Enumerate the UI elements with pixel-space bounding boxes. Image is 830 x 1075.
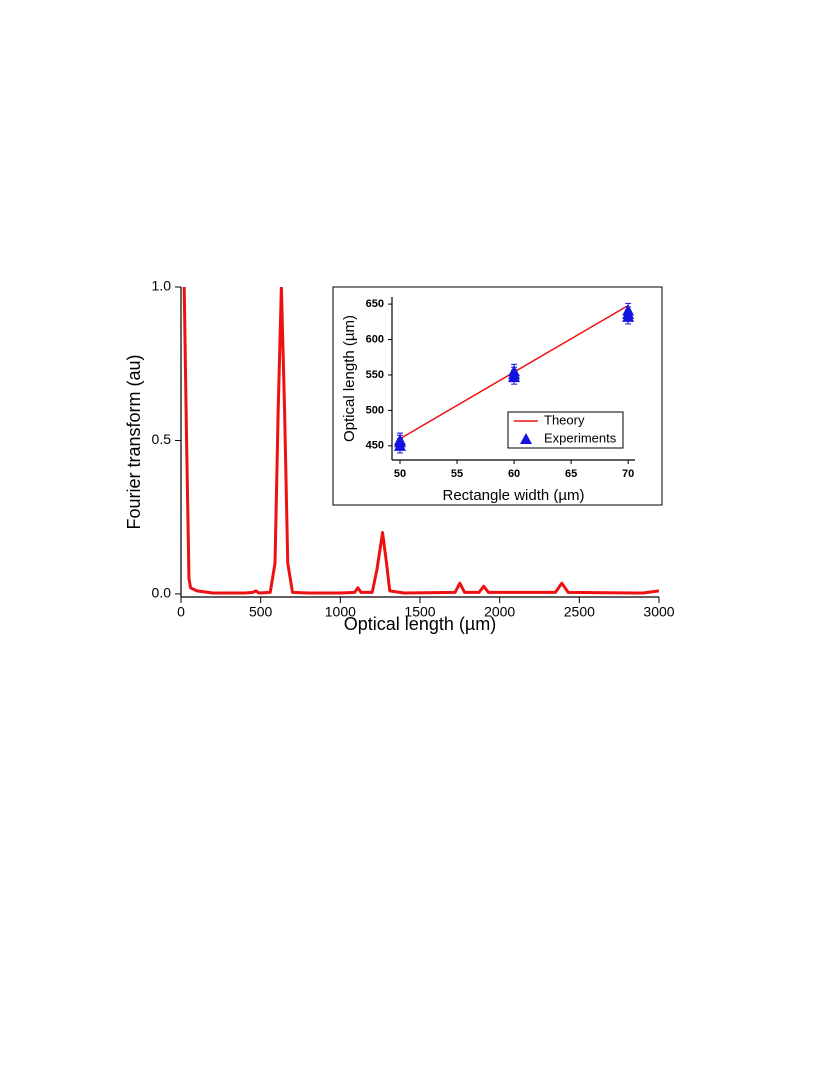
- y-axis-title: Optical length (µm): [341, 315, 358, 442]
- x-tick-label: 2500: [564, 604, 595, 620]
- y-tick-label: 500: [366, 404, 384, 416]
- y-tick-label: 1.0: [152, 278, 172, 294]
- inset-frame: [332, 286, 663, 506]
- y-tick-label: 0.0: [152, 585, 172, 601]
- x-tick-label: 1500: [404, 604, 435, 620]
- x-tick-label: 3000: [643, 604, 674, 620]
- x-tick-label: 0: [177, 604, 185, 620]
- data-point: [508, 365, 521, 377]
- x-tick-label: 2000: [484, 604, 515, 620]
- y-axis-title: Fourier transform (au): [124, 354, 144, 529]
- y-tick-label: 550: [366, 369, 384, 381]
- data-line: [182, 287, 659, 595]
- x-tick-label: 60: [508, 468, 520, 480]
- x-tick-label: 55: [451, 468, 463, 480]
- legend-label: Theory: [544, 412, 585, 427]
- data-point: [393, 434, 406, 446]
- y-tick-label: 650: [366, 298, 384, 310]
- data-point: [622, 304, 635, 316]
- y-tick-label: 450: [366, 440, 384, 452]
- x-axis-title: Rectangle width (µm): [442, 487, 584, 504]
- y-tick-label: 600: [366, 333, 384, 345]
- x-tick-label: 70: [622, 468, 634, 480]
- legend-label: Experiments: [544, 430, 617, 445]
- y-tick-label: 0.5: [152, 431, 172, 447]
- x-tick-label: 1000: [325, 604, 356, 620]
- x-tick-label: 65: [565, 468, 577, 480]
- x-axis-title: Optical length (µm): [344, 614, 496, 634]
- legend-swatch: [520, 433, 532, 444]
- x-tick-label: 500: [249, 604, 273, 620]
- x-tick-label: 50: [394, 468, 406, 480]
